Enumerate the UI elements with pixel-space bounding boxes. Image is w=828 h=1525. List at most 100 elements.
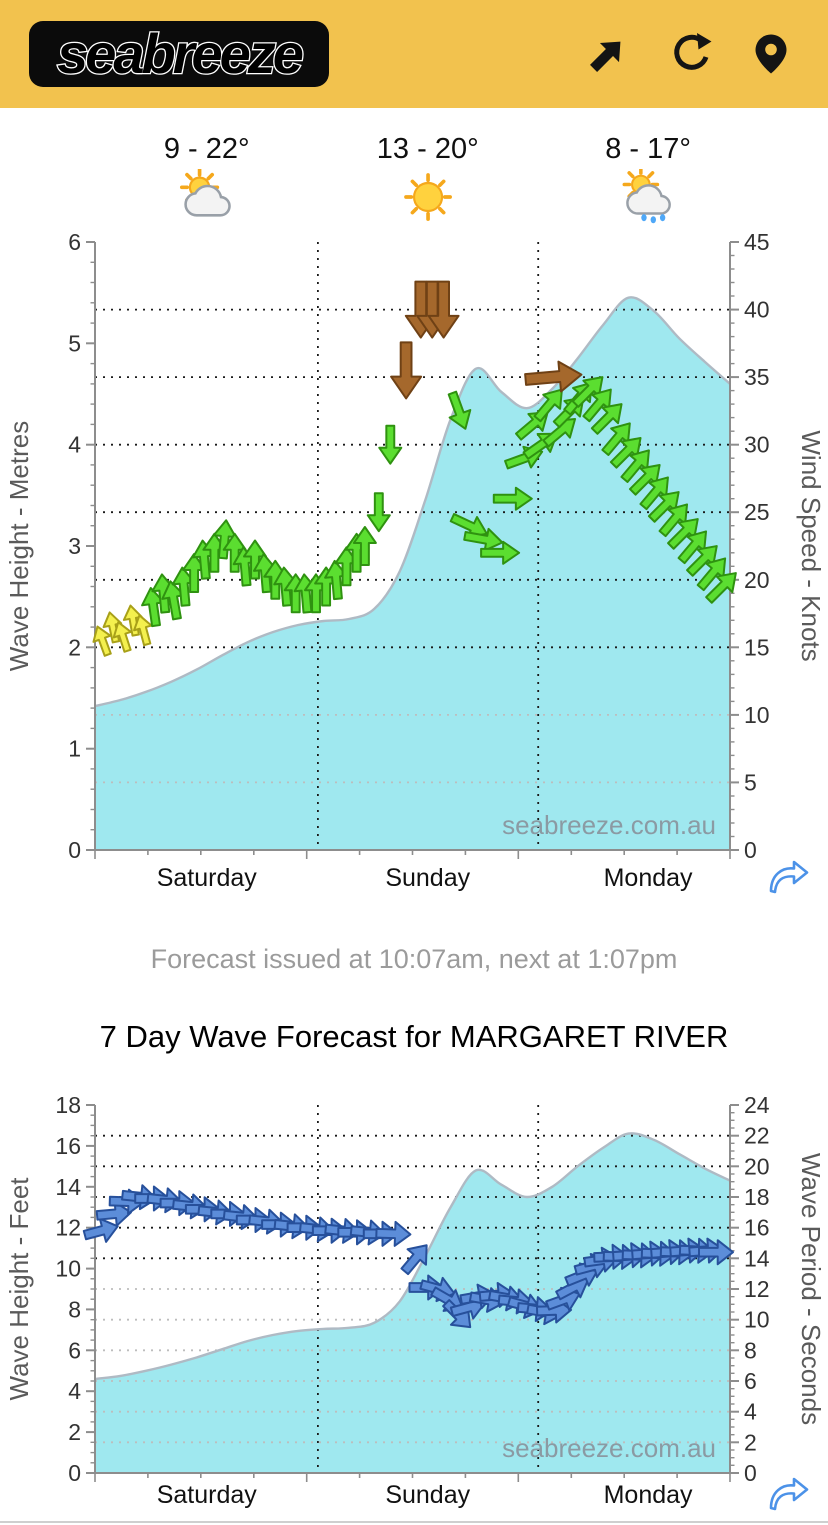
left-tick-label: 2 <box>68 634 81 660</box>
x-label-monday: Monday <box>604 864 693 892</box>
sun-ray <box>184 172 193 181</box>
sun-ray <box>437 207 446 215</box>
wind-arrow <box>366 492 391 533</box>
right-tick-label: 8 <box>744 1337 757 1363</box>
wind-arrow <box>92 625 112 657</box>
right-tick-label: 10 <box>744 1307 770 1333</box>
wave-height-feet-edge <box>94 1132 731 1381</box>
logo-background <box>29 21 329 87</box>
left-tick-label: 12 <box>55 1215 81 1241</box>
wind-arrow <box>480 540 521 565</box>
wind-arrow <box>492 486 533 511</box>
left-tick-label: 4 <box>68 432 81 458</box>
wind-arrow <box>133 614 153 647</box>
wind-arrow <box>378 424 403 465</box>
wave-period-forecast-svg: 024681012141618024681012141618202224Wave… <box>4 1092 826 1511</box>
forecast-issued-note: Forecast issued at 10:07am, next at 1:07… <box>150 944 678 974</box>
wind-arrow <box>524 360 583 393</box>
right-tick-label: 14 <box>744 1245 770 1271</box>
page-title: 7 Day Wave Forecast for MARGARET RIVER <box>99 1019 729 1054</box>
wind-arrow <box>427 280 460 339</box>
wave-height-feet-area <box>95 1133 730 1473</box>
right-tick-label: 18 <box>744 1184 770 1210</box>
left-axis-title: Wave Height - Metres <box>4 421 34 671</box>
chart-share-icon[interactable] <box>769 1477 809 1511</box>
sun-ray <box>206 172 214 181</box>
cloud-shape <box>626 184 671 215</box>
x-label-saturday: Saturday <box>157 864 258 892</box>
right-tick-label: 20 <box>744 567 770 593</box>
wind-arrow <box>352 526 377 566</box>
left-tick-label: 0 <box>68 1460 81 1486</box>
share-arrow-icon[interactable] <box>584 31 630 77</box>
seabreeze-logo[interactable]: seabreeze <box>28 18 330 90</box>
right-axis-title: Wave Period - Seconds <box>796 1153 826 1425</box>
right-tick-label: 0 <box>744 837 757 863</box>
sun-ray <box>410 179 418 187</box>
left-tick-label: 16 <box>55 1133 81 1159</box>
right-tick-label: 30 <box>744 432 770 458</box>
temp-range-label: 9 - 22° <box>163 133 250 165</box>
app-header: seabreeze <box>0 0 828 108</box>
location-pin-icon[interactable] <box>748 31 794 77</box>
left-tick-label: 1 <box>68 736 81 762</box>
right-axis-title: Wind Speed - Knots <box>796 430 826 661</box>
left-tick-label: 14 <box>55 1174 81 1200</box>
watermark: seabreeze.com.au <box>502 1433 716 1463</box>
temp-range-label: 8 - 17° <box>605 133 691 165</box>
right-tick-label: 20 <box>744 1153 770 1179</box>
right-tick-label: 2 <box>744 1429 757 1455</box>
pin-hole <box>765 43 777 56</box>
left-tick-label: 6 <box>68 229 81 255</box>
wind-arrow <box>447 390 472 430</box>
swell-arrow <box>400 1244 428 1276</box>
x-label-monday: Monday <box>604 1481 693 1509</box>
sun-ray <box>627 171 635 179</box>
chart-share-icon[interactable] <box>769 860 809 894</box>
left-tick-label: 4 <box>68 1378 81 1404</box>
right-tick-label: 15 <box>744 634 770 660</box>
wind-arrow <box>390 341 423 400</box>
watermark: seabreeze.com.au <box>502 810 716 840</box>
swell-arrow <box>375 1220 412 1247</box>
right-tick-label: 40 <box>744 297 770 323</box>
right-tick-label: 24 <box>744 1095 770 1118</box>
left-tick-label: 3 <box>68 533 81 559</box>
refresh-arc <box>674 34 709 70</box>
logo-text: seabreeze <box>57 22 303 85</box>
wind-arrow <box>533 388 563 423</box>
refresh-arrowhead <box>697 33 712 50</box>
right-tick-label: 22 <box>744 1123 770 1149</box>
right-tick-label: 4 <box>744 1399 757 1425</box>
day-forecast-1: 13 - 20° <box>377 132 479 230</box>
x-label-sunday: Sunday <box>385 864 470 892</box>
wind-arrow <box>705 572 737 604</box>
left-tick-label: 6 <box>68 1337 81 1363</box>
right-tick-label: 6 <box>744 1368 757 1394</box>
right-tick-label: 35 <box>744 364 770 390</box>
right-tick-label: 16 <box>744 1215 770 1241</box>
right-tick-label: 12 <box>744 1276 770 1302</box>
left-tick-label: 0 <box>68 837 81 863</box>
left-tick-label: 18 <box>55 1095 81 1118</box>
wave-period-chart: 0 2 4 6 8 10 12 14 16 18 0 2 4 6 8 10 12 14 16 18 20 22 24 Wave… <box>0 1092 828 1523</box>
sun-ray <box>410 207 418 215</box>
sun-disc <box>412 181 443 213</box>
wind-wave-chart: 0 1 2 3 4 5 6 0 5 10 15 20 25 30 35 40 45 Wave Height - M… <box>0 228 828 918</box>
right-tick-label: 0 <box>744 1460 757 1486</box>
sun-ray <box>437 179 446 187</box>
swell-arrow <box>698 1239 734 1266</box>
bottom-divider <box>0 1521 828 1523</box>
rain-drops <box>641 214 666 224</box>
cloud-shape <box>183 184 231 217</box>
day-forecast-0: 9 - 22° <box>164 132 250 230</box>
header-icons <box>584 31 794 77</box>
right-tick-label: 10 <box>744 702 770 728</box>
x-label-saturday: Saturday <box>157 1481 258 1509</box>
refresh-icon[interactable] <box>666 31 712 77</box>
left-tick-label: 10 <box>55 1256 81 1282</box>
wave-height-metres-edge <box>94 296 731 708</box>
left-tick-label: 8 <box>68 1296 81 1322</box>
temp-range-label: 13 - 20° <box>376 133 479 165</box>
wind-arrow <box>112 621 132 653</box>
